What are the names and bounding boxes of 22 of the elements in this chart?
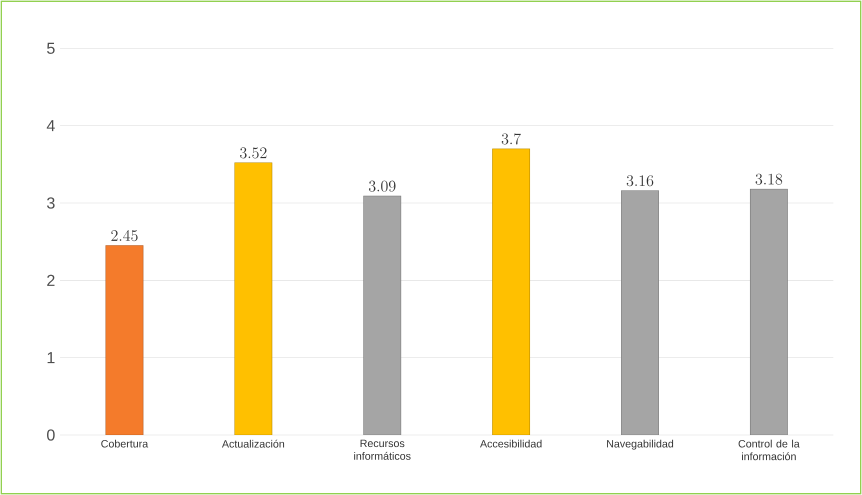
x-tick-label: Cobertura bbox=[101, 440, 148, 448]
y-tick-label: 5 bbox=[47, 42, 55, 54]
bar bbox=[363, 196, 402, 435]
y-tick-label: 4 bbox=[46, 120, 55, 132]
data-label: 3. 16 bbox=[626, 175, 654, 186]
data-label: 3.7 bbox=[502, 133, 521, 144]
x-tick-label: Actualización bbox=[222, 440, 284, 448]
bar bbox=[621, 190, 659, 435]
data-label: 3. 18 bbox=[756, 174, 782, 185]
x-tick-label: Navegabilidad bbox=[607, 440, 674, 450]
y-tick-label: 0 bbox=[47, 429, 55, 441]
x-tick-label: Control de la información bbox=[738, 440, 800, 460]
data-label: 3.52 bbox=[240, 147, 266, 158]
data-label: 3.09 bbox=[368, 180, 396, 192]
bar bbox=[234, 162, 272, 435]
y-tick-label: 3 bbox=[47, 197, 55, 209]
y-tick-label: 1 bbox=[48, 352, 55, 364]
x-tick-label: Recursos informáticos bbox=[354, 440, 411, 460]
bar bbox=[750, 188, 788, 435]
y-tick-label: 2 bbox=[47, 274, 54, 286]
x-tick-label: Accesibilidad bbox=[480, 440, 542, 448]
data-label: 2.45 bbox=[111, 230, 138, 242]
